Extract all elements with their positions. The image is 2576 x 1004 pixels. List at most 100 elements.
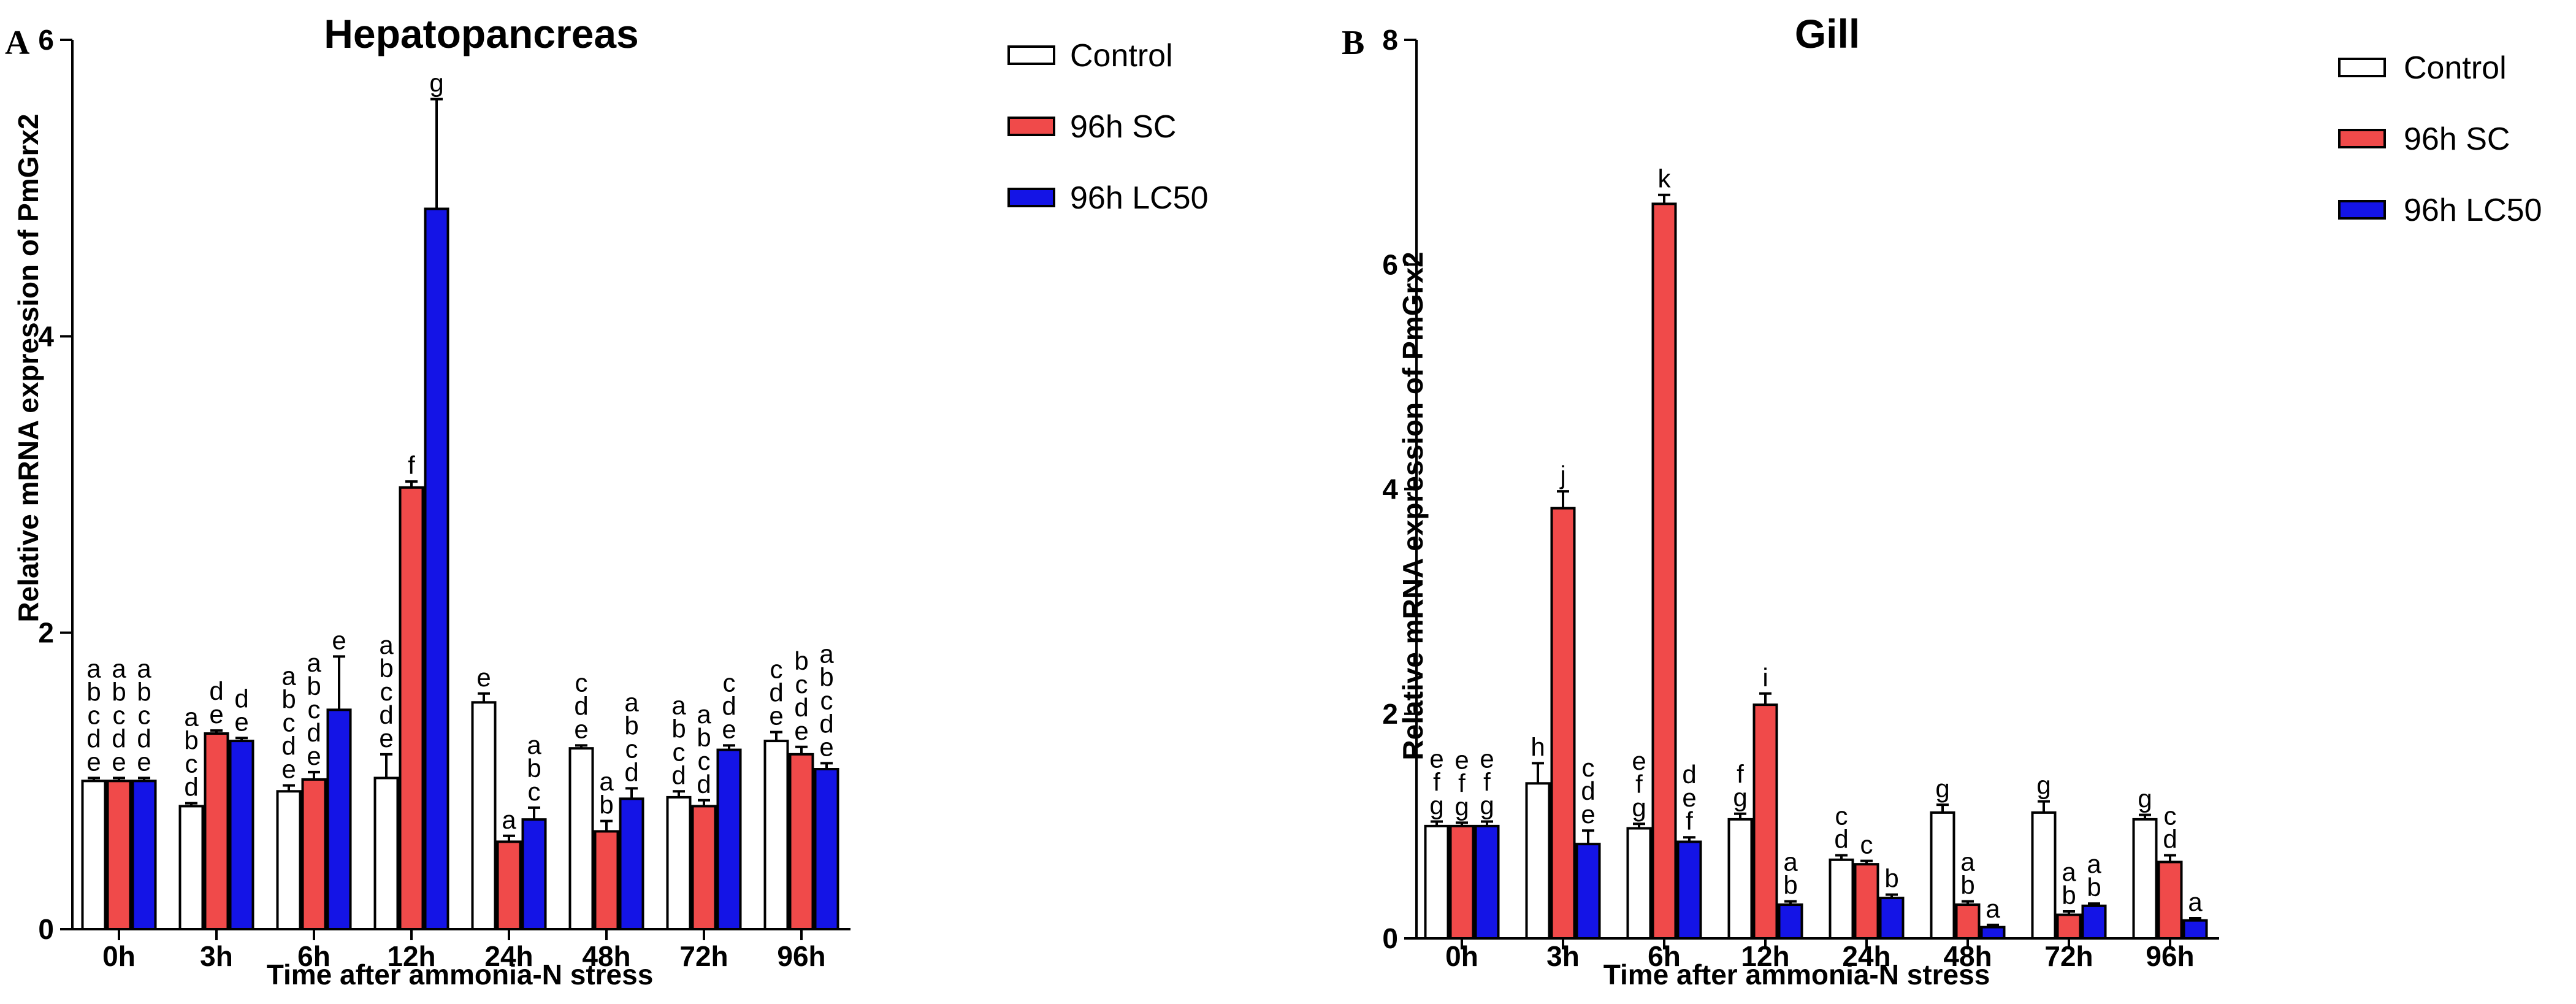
legend-label: 96h LC50: [1070, 180, 1209, 216]
y-tick-label: 6: [1382, 248, 1398, 280]
legend-label: 96h LC50: [2404, 193, 2542, 228]
x-tick-label: 96h: [777, 940, 825, 972]
legend-swatch: [2338, 129, 2386, 148]
bar: [1727, 818, 1753, 940]
x-tick-label: 3h: [1546, 940, 1580, 972]
significance-label: b: [1884, 864, 1898, 893]
x-tick-label: 12h: [1741, 940, 1789, 972]
y-tick-label: 2: [38, 617, 54, 649]
bar: [814, 768, 839, 930]
y-tick-label: 8: [1382, 24, 1398, 56]
x-tick-label: 0h: [102, 940, 136, 972]
legend-label: Control: [1070, 38, 1173, 74]
bar: [178, 805, 204, 930]
bar: [1424, 824, 1450, 940]
significance-label: i: [1762, 663, 1768, 692]
panel-letter: A: [5, 24, 30, 62]
legend-label: 96h SC: [1070, 109, 1176, 145]
bar: [2132, 818, 2158, 940]
bar: [666, 795, 692, 930]
bar: [301, 778, 327, 930]
legend-swatch: [1007, 45, 1055, 65]
y-tick-label: 6: [38, 24, 54, 56]
bar: [1879, 897, 1905, 940]
y-tick-label: 4: [1382, 473, 1398, 505]
bar: [716, 748, 742, 931]
bar: [763, 740, 789, 931]
bar: [373, 776, 399, 930]
significance-label: g: [2138, 784, 2152, 813]
x-tick-label: 72h: [679, 940, 728, 972]
bar: [2031, 811, 2057, 940]
bar: [521, 818, 547, 930]
x-tick-label: 6h: [297, 940, 331, 972]
bar: [276, 790, 302, 930]
bar: [1829, 858, 1854, 940]
significance-label: k: [1658, 164, 1672, 193]
bar: [424, 207, 449, 930]
legend-swatch: [1007, 117, 1055, 136]
x-tick-label: 3h: [200, 940, 233, 972]
bar: [131, 780, 157, 931]
x-tick-label: 24h: [1842, 940, 1890, 972]
y-tick-label: 0: [38, 913, 54, 945]
bar: [2081, 904, 2107, 940]
x-tick-label: 12h: [387, 940, 435, 972]
x-tick-label: 48h: [582, 940, 630, 972]
bar: [1752, 703, 1778, 940]
x-tick-label: 96h: [2146, 940, 2194, 972]
bar: [2056, 913, 2082, 940]
legend-label: Control: [2404, 50, 2507, 86]
y-axis-title: Relative mRNA expression of PmGrx2: [12, 113, 44, 622]
x-tick-label: 0h: [1445, 940, 1478, 972]
x-axis-title: Time after ammonia-N stress: [1603, 959, 1990, 991]
significance-label: e: [476, 663, 491, 692]
bar: [106, 780, 132, 931]
bar: [619, 797, 644, 931]
panel-gill: B Gill Relative mRNA expression of PmGrx…: [1342, 11, 2542, 991]
bar: [594, 830, 619, 930]
bar: [1778, 903, 1803, 940]
bar: [1676, 840, 1702, 940]
bar: [1980, 925, 2006, 940]
bar: [81, 780, 107, 931]
x-tick-label: 6h: [1648, 940, 1681, 972]
legend-swatch: [2338, 58, 2386, 77]
bar: [1449, 824, 1475, 940]
significance-label: e: [332, 626, 346, 654]
significance-label: g: [429, 69, 443, 98]
bar: [2182, 919, 2208, 940]
significance-label: g: [2036, 771, 2050, 800]
significance-label: f: [408, 451, 415, 480]
chart-title: Hepatopancreas: [324, 11, 639, 56]
significance-label: a: [502, 805, 516, 834]
legend-swatch: [2338, 200, 2386, 220]
significance-label: g: [1935, 774, 1949, 803]
bar: [2157, 860, 2183, 940]
x-tick-label: 72h: [2044, 940, 2093, 972]
